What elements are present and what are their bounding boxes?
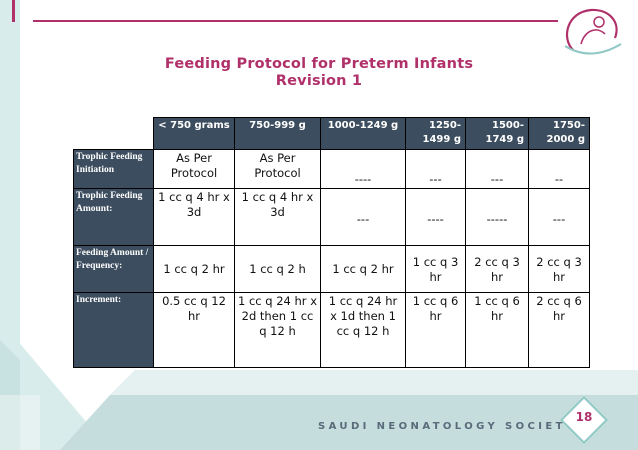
table-cell: --- xyxy=(320,188,406,246)
table-cell: 2 cc q 3 hr xyxy=(465,245,529,293)
column-header: 1000-1249 g xyxy=(320,117,406,150)
table-cell: ---- xyxy=(320,149,406,189)
table-cell: 1 cc q 2 hr xyxy=(320,245,406,293)
feeding-protocol-table: < 750 grams 750-999 g 1000-1249 g 1250-1… xyxy=(73,117,590,368)
page-title: Feeding Protocol for Preterm Infants Rev… xyxy=(0,56,638,90)
table-row: Increment: 0.5 cc q 12 hr 1 cc q 24 hr x… xyxy=(73,292,590,368)
row-label: Trophic Feeding Amount: xyxy=(73,188,154,246)
table-cell: 2 cc q 6 hr xyxy=(528,292,590,368)
left-accent-bar xyxy=(12,0,15,22)
top-rule xyxy=(33,20,558,22)
table-cell: As Per Protocol xyxy=(153,149,235,189)
table-cell: --- xyxy=(465,149,529,189)
table-cell: 1 cc q 2 h xyxy=(234,245,321,293)
row-label: Trophic Feeding Initiation xyxy=(73,149,154,189)
table-cell: 1 cc q 2 hr xyxy=(153,245,235,293)
table-row: Trophic Feeding Initiation As Per Protoc… xyxy=(73,149,590,189)
title-line-2: Revision 1 xyxy=(275,73,363,89)
society-logo-icon xyxy=(564,8,622,55)
row-label: Feeding Amount / Frequency: xyxy=(73,245,154,293)
column-header: 1250-1499 g xyxy=(405,117,466,150)
table-cell: --- xyxy=(405,149,466,189)
table-header-row: < 750 grams 750-999 g 1000-1249 g 1250-1… xyxy=(73,117,590,150)
column-header: 1500-1749 g xyxy=(465,117,529,150)
society-name: SAUDI NEONATOLOGY SOCIETY xyxy=(318,421,577,432)
table-cell: 0.5 cc q 12 hr xyxy=(153,292,235,368)
table-cell: 1 cc q 6 hr xyxy=(405,292,466,368)
table-cell: 2 cc q 3 hr xyxy=(528,245,590,293)
table-cell: 1 cc q 3 hr xyxy=(405,245,466,293)
table-cell: 1 cc q 4 hr x 3d xyxy=(234,188,321,246)
row-label: Increment: xyxy=(73,292,154,368)
table-row: Trophic Feeding Amount: 1 cc q 4 hr x 3d… xyxy=(73,188,590,246)
table-cell: 1 cc q 6 hr xyxy=(465,292,529,368)
table-cell: --- xyxy=(528,188,590,246)
table-corner-cell xyxy=(73,117,154,150)
table-cell: -- xyxy=(528,149,590,189)
page-number: 18 xyxy=(575,410,593,424)
table-cell: As Per Protocol xyxy=(234,149,321,189)
column-header: < 750 grams xyxy=(153,117,235,150)
table-cell: ---- xyxy=(405,188,466,246)
column-header: 1750-2000 g xyxy=(528,117,590,150)
table-cell: 1 cc q 4 hr x 3d xyxy=(153,188,235,246)
table-cell: 1 cc q 24 hr x 1d then 1 cc q 12 h xyxy=(320,292,406,368)
table-cell: 1 cc q 24 hr x 2d then 1 cc q 12 h xyxy=(234,292,321,368)
column-header: 750-999 g xyxy=(234,117,321,150)
title-line-1: Feeding Protocol for Preterm Infants xyxy=(164,56,474,72)
table-cell: ----- xyxy=(465,188,529,246)
table-row: Feeding Amount / Frequency: 1 cc q 2 hr … xyxy=(73,245,590,293)
